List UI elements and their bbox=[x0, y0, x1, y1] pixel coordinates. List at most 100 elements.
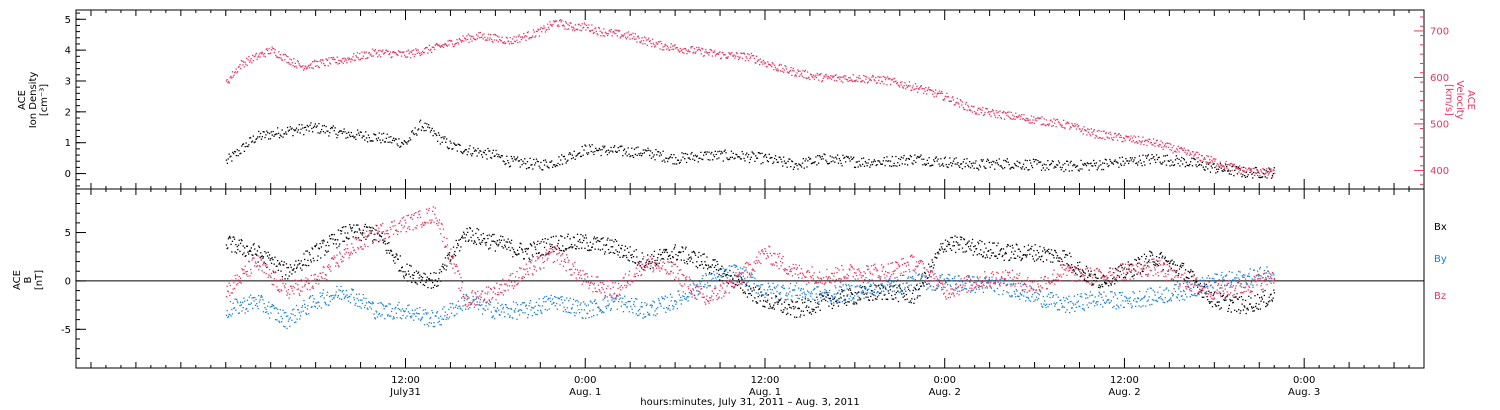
by-point-216 bbox=[371, 303, 373, 305]
bx-point-643 bbox=[659, 249, 661, 251]
density-point-730 bbox=[881, 163, 884, 165]
bx-point-405 bbox=[498, 239, 500, 241]
density-point-1041 bbox=[1161, 163, 1163, 165]
density-point-212 bbox=[416, 134, 418, 136]
bx-point-991 bbox=[893, 285, 895, 287]
velocity-point-1125 bbox=[1068, 122, 1070, 125]
velocity-point-48 bbox=[261, 51, 263, 53]
velocity-point-1210 bbox=[1131, 137, 1134, 139]
density-point-1127 bbox=[1238, 167, 1240, 169]
density-point-737 bbox=[888, 160, 890, 162]
density-point-253 bbox=[453, 142, 455, 144]
by-point-642 bbox=[658, 299, 660, 302]
bx-point-1195 bbox=[1031, 245, 1033, 248]
density-point-812 bbox=[955, 157, 957, 159]
by-point-541 bbox=[590, 301, 592, 303]
bx-point-1400 bbox=[1169, 262, 1171, 264]
density-point-531 bbox=[703, 154, 705, 156]
velocity-point-188 bbox=[366, 57, 368, 59]
density-point-159 bbox=[368, 137, 370, 139]
by-point-593 bbox=[625, 302, 627, 304]
bx-point-67 bbox=[270, 262, 273, 264]
bx-point-387 bbox=[486, 234, 488, 237]
density-point-940 bbox=[1070, 160, 1072, 162]
velocity-point-550 bbox=[637, 35, 639, 37]
density-point-140 bbox=[351, 135, 353, 137]
velocity-point-349 bbox=[487, 37, 489, 39]
bx-point-768 bbox=[743, 281, 745, 284]
bx-point-987 bbox=[891, 294, 893, 297]
velocity-point-647 bbox=[710, 49, 712, 51]
velocity-point-734 bbox=[775, 68, 777, 70]
bx-point-53 bbox=[261, 255, 263, 257]
velocity-point-847 bbox=[860, 81, 862, 83]
density-point-837 bbox=[978, 169, 980, 171]
bx-point-654 bbox=[666, 251, 668, 254]
velocity-point-1352 bbox=[1238, 171, 1240, 173]
density-point-988 bbox=[1113, 160, 1115, 162]
velocity-point-736 bbox=[777, 68, 779, 70]
bx-point-1088 bbox=[959, 244, 961, 246]
density-point-879 bbox=[1015, 165, 1017, 167]
bx-point-535 bbox=[586, 242, 588, 244]
by-point-215 bbox=[370, 308, 372, 310]
bx-point-432 bbox=[516, 249, 519, 251]
velocity-point-415 bbox=[536, 30, 538, 33]
bx-point-369 bbox=[474, 241, 476, 243]
by-point-185 bbox=[350, 293, 352, 296]
density-point-22 bbox=[245, 142, 247, 144]
by-point-281 bbox=[415, 315, 417, 317]
density-point-989 bbox=[1114, 159, 1116, 161]
bx-point-632 bbox=[651, 261, 653, 263]
velocity-point-1040 bbox=[1004, 112, 1006, 114]
velocity-point-1321 bbox=[1215, 158, 1217, 160]
bx-point-864 bbox=[808, 306, 810, 308]
bx-point-737 bbox=[722, 275, 724, 278]
density-point-648 bbox=[808, 156, 810, 158]
velocity-point-676 bbox=[732, 55, 734, 57]
by-point-685 bbox=[687, 300, 689, 302]
by-point-554 bbox=[599, 310, 601, 312]
bx-point-113 bbox=[301, 264, 304, 266]
bx-point-228 bbox=[379, 235, 381, 237]
by-point-668 bbox=[676, 301, 678, 303]
bx-point-109 bbox=[299, 262, 301, 265]
by-point-691 bbox=[691, 296, 693, 298]
bx-point-1545 bbox=[1267, 303, 1269, 305]
density-point-961 bbox=[1089, 163, 1091, 165]
density-point-21 bbox=[244, 146, 246, 148]
by-point-467 bbox=[540, 311, 542, 313]
bx-point-1110 bbox=[973, 251, 976, 253]
bx-point-1510 bbox=[1243, 305, 1245, 307]
by-point-321 bbox=[442, 308, 444, 310]
by-point-379 bbox=[481, 304, 483, 306]
by-point-697 bbox=[695, 284, 697, 286]
velocity-point-1172 bbox=[1103, 130, 1105, 132]
density-point-108 bbox=[322, 130, 325, 133]
bx-point-1074 bbox=[949, 248, 951, 250]
velocity-point-299 bbox=[449, 40, 451, 42]
density-point-889 bbox=[1024, 159, 1026, 161]
bx-point-1234 bbox=[1057, 260, 1059, 262]
density-point-876 bbox=[1013, 167, 1015, 169]
density-point-560 bbox=[729, 158, 731, 160]
by-point-649 bbox=[663, 307, 665, 309]
bx-point-272 bbox=[409, 264, 411, 266]
velocity-point-1181 bbox=[1110, 133, 1112, 136]
velocity-point-1310 bbox=[1206, 161, 1209, 163]
by-point-703 bbox=[699, 283, 701, 285]
by-point-415 bbox=[505, 304, 507, 306]
bx-point-355 bbox=[465, 240, 467, 242]
velocity-point-765 bbox=[798, 75, 800, 77]
bx-point-300 bbox=[428, 278, 430, 280]
bx-point-1290 bbox=[1095, 277, 1097, 279]
by-point-712 bbox=[705, 274, 707, 277]
bx-point-753 bbox=[733, 287, 735, 289]
velocity-point-353 bbox=[490, 33, 492, 36]
velocity-point-1343 bbox=[1231, 169, 1233, 172]
density-point-443 bbox=[623, 148, 626, 150]
bx-point-911 bbox=[839, 293, 842, 295]
bx-point-1474 bbox=[1219, 308, 1221, 310]
bx-point-1067 bbox=[944, 239, 947, 241]
velocity-point-66 bbox=[275, 54, 277, 56]
